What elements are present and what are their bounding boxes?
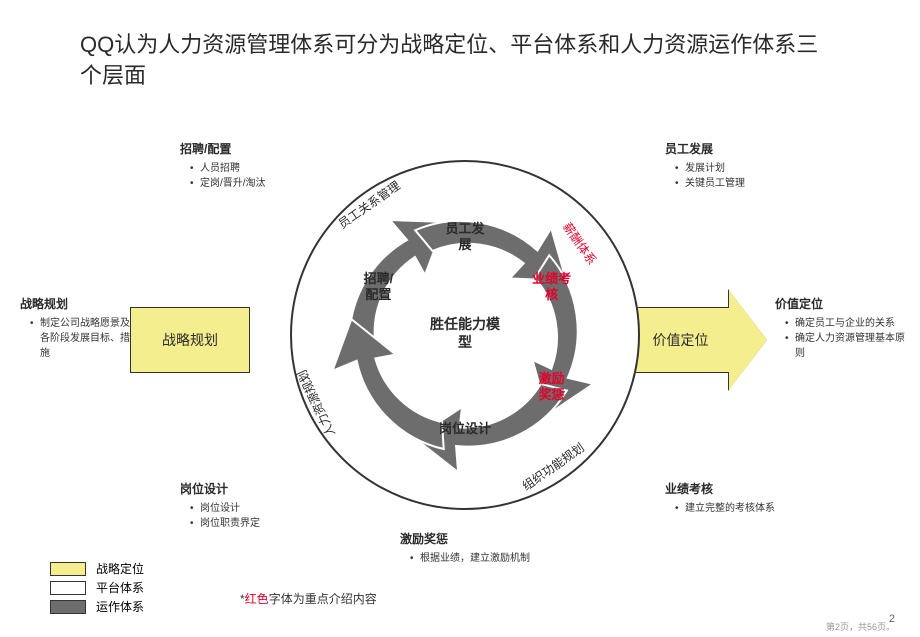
note-red: 红色 bbox=[245, 592, 269, 606]
legend: 战略定位平台体系运作体系 bbox=[50, 560, 144, 617]
segment-label: 招聘/配置 bbox=[343, 271, 413, 302]
segment-label: 员工发展 bbox=[430, 221, 500, 252]
note-suffix: 字体为重点介绍内容 bbox=[269, 592, 377, 606]
slide-title: QQ认为人力资源管理体系可分为战略定位、平台体系和人力资源运作体系三个层面 bbox=[80, 30, 840, 92]
legend-swatch bbox=[50, 581, 86, 595]
legend-label: 平台体系 bbox=[96, 579, 144, 596]
segment-label: 业绩考核 bbox=[517, 271, 587, 302]
legend-row: 战略定位 bbox=[50, 560, 144, 577]
legend-swatch bbox=[50, 562, 86, 576]
legend-label: 战略定位 bbox=[96, 560, 144, 577]
diagram-area: 招聘/配置 人员招聘定岗/晋升/淘汰 员工发展 发展计划关键员工管理 战略规划 … bbox=[0, 120, 920, 560]
legend-note: *红色字体为重点介绍内容 bbox=[240, 590, 377, 607]
legend-label: 运作体系 bbox=[96, 598, 144, 615]
page-footer: 第2页，共56页。 bbox=[826, 620, 895, 633]
legend-swatch bbox=[50, 600, 86, 614]
legend-row: 平台体系 bbox=[50, 579, 144, 596]
legend-row: 运作体系 bbox=[50, 598, 144, 615]
center-competency-label: 胜任能力模型 bbox=[425, 315, 505, 351]
segment-label: 激励奖惩 bbox=[517, 371, 587, 402]
segment-label: 岗位设计 bbox=[430, 421, 500, 437]
